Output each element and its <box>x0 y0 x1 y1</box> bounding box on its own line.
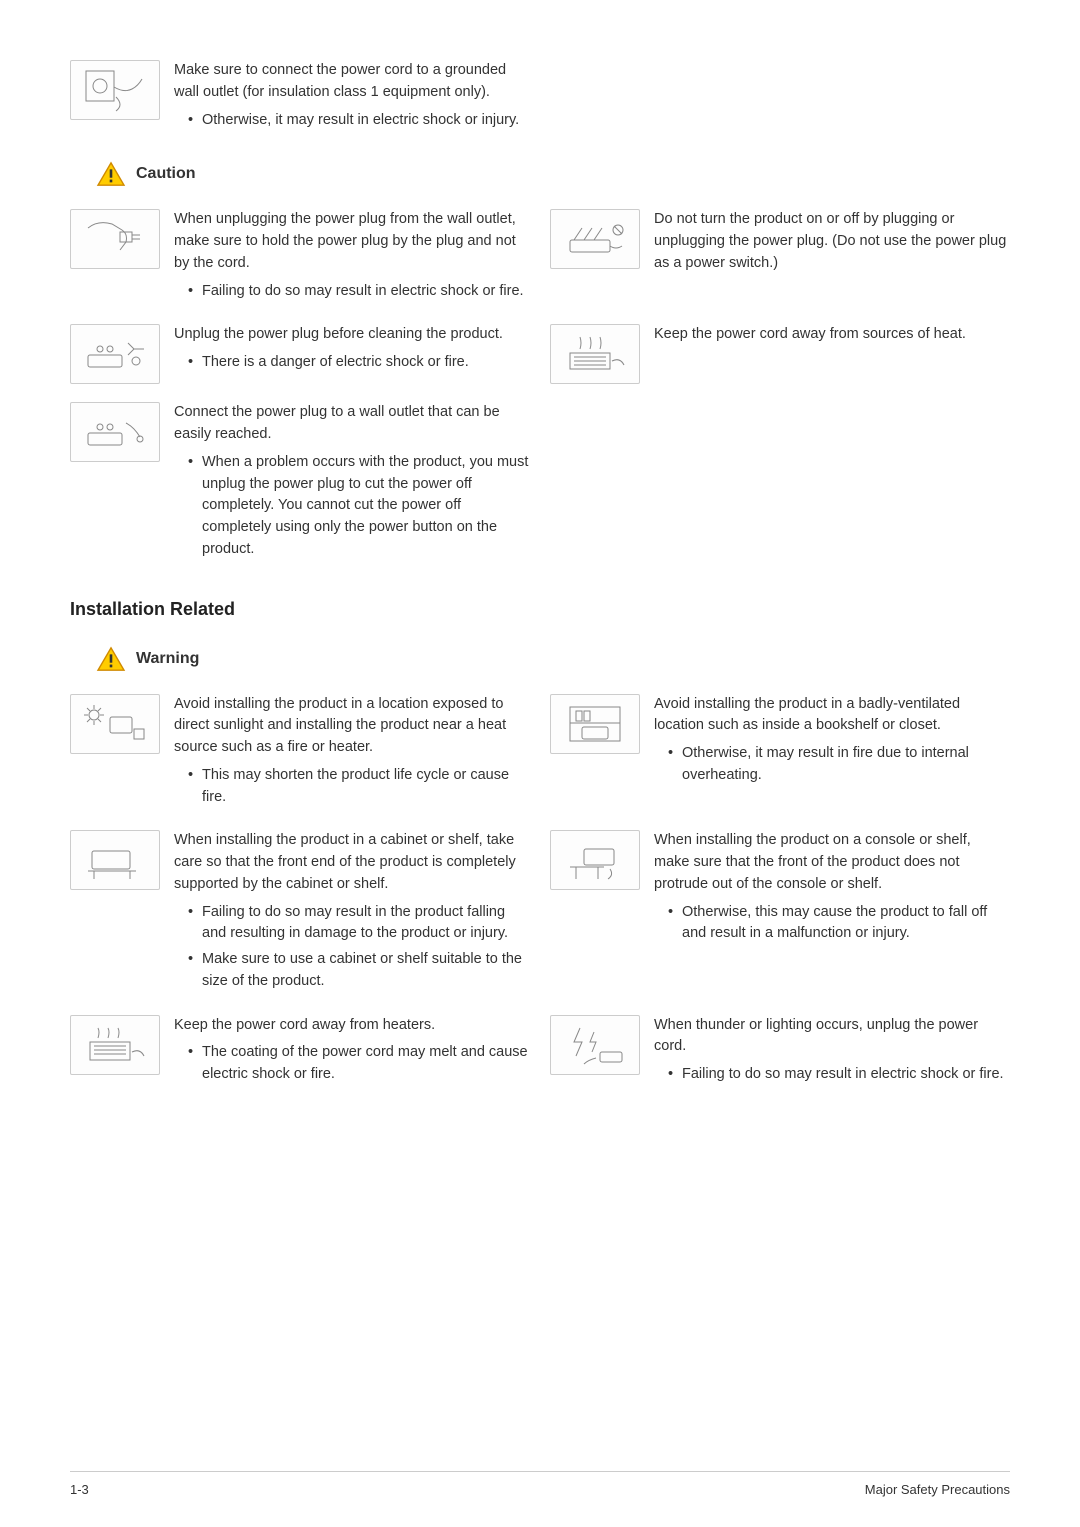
warning-triangle-icon <box>96 161 126 187</box>
section-title: Major Safety Precautions <box>865 1482 1010 1497</box>
page-number: 1-3 <box>70 1482 89 1497</box>
install-row-1: Avoid installing the product in a locati… <box>70 694 1010 813</box>
bullet: This may shorten the product life cycle … <box>188 765 530 809</box>
power-ground-row: Make sure to connect the power cord to a… <box>70 60 1010 135</box>
bullet: Otherwise, this may cause the product to… <box>668 902 1010 946</box>
install-row-2: When installing the product in a cabinet… <box>70 830 1010 996</box>
bullet: The coating of the power cord may melt a… <box>188 1042 530 1086</box>
text: When thunder or lighting occurs, unplug … <box>654 1015 1010 1059</box>
thunder-unplug-icon <box>550 1015 640 1075</box>
text: Keep the power cord away from heaters. <box>174 1015 530 1037</box>
sunlight-heat-icon <box>70 694 160 754</box>
caution-label: Caution <box>136 165 196 183</box>
page-footer: 1-3 Major Safety Precautions <box>70 1471 1010 1497</box>
text: When installing the product in a cabinet… <box>174 830 530 895</box>
text: Unplug the power plug before cleaning th… <box>174 324 530 346</box>
bullet: Make sure to use a cabinet or shelf suit… <box>188 949 530 993</box>
text: When unplugging the power plug from the … <box>174 209 530 274</box>
text: Make sure to connect the power cord to a… <box>174 60 530 104</box>
caution-row-3: Connect the power plug to a wall outlet … <box>70 402 1010 564</box>
bullet: Failing to do so may result in the produ… <box>188 902 530 946</box>
text: When installing the product on a console… <box>654 830 1010 895</box>
text: Connect the power plug to a wall outlet … <box>174 402 530 446</box>
install-row-3: Keep the power cord away from heaters. T… <box>70 1015 1010 1090</box>
caution-row-2: Unplug the power plug before cleaning th… <box>70 324 1010 384</box>
bullet: There is a danger of electric shock or f… <box>188 352 530 374</box>
text: Avoid installing the product in a locati… <box>174 694 530 759</box>
caution-row-1: When unplugging the power plug from the … <box>70 209 1010 306</box>
heater-cord-icon <box>70 1015 160 1075</box>
bullet: Failing to do so may result in electric … <box>668 1064 1010 1086</box>
warning-heading: Warning <box>96 646 1010 672</box>
bullet: Otherwise, it may result in electric sho… <box>188 110 530 132</box>
cabinet-support-icon <box>70 830 160 890</box>
warning-label: Warning <box>136 650 199 668</box>
hold-plug-icon <box>70 209 160 269</box>
caution-heading: Caution <box>96 161 1010 187</box>
reachable-outlet-icon <box>70 402 160 462</box>
unplug-clean-icon <box>70 324 160 384</box>
text: Keep the power cord away from sources of… <box>654 324 1010 346</box>
power-switch-icon <box>550 209 640 269</box>
text: Do not turn the product on or off by plu… <box>654 209 1010 274</box>
heat-source-icon <box>550 324 640 384</box>
warning-triangle-icon <box>96 646 126 672</box>
bookshelf-icon <box>550 694 640 754</box>
bullet: Otherwise, it may result in fire due to … <box>668 743 1010 787</box>
bullet: Failing to do so may result in electric … <box>188 281 530 303</box>
text: Avoid installing the product in a badly-… <box>654 694 1010 738</box>
ground-outlet-icon <box>70 60 160 120</box>
console-protrude-icon <box>550 830 640 890</box>
document-page: Make sure to connect the power cord to a… <box>0 0 1080 1527</box>
bullet: When a problem occurs with the product, … <box>188 452 530 561</box>
installation-heading: Installation Related <box>70 599 1010 620</box>
